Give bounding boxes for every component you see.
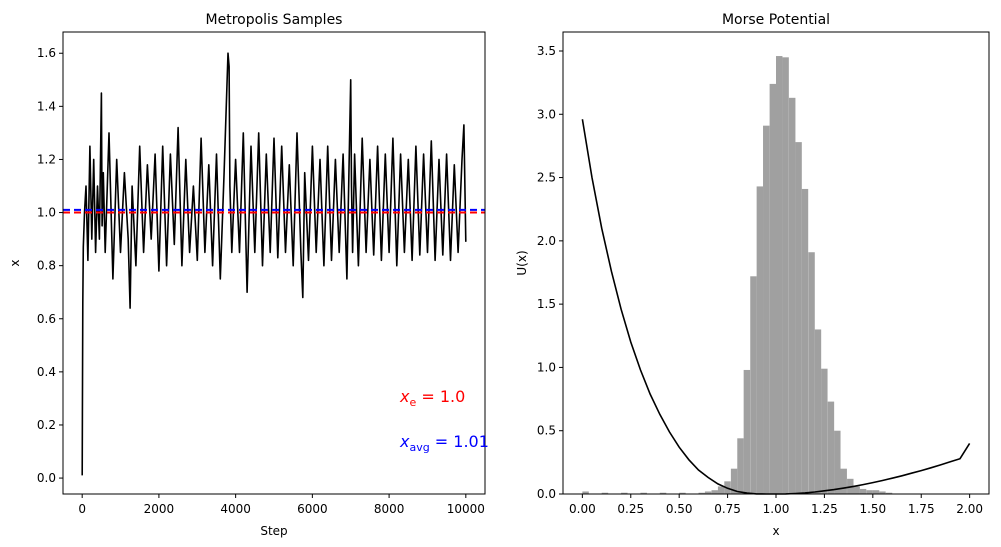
- y-tick-label: 3.0: [537, 107, 556, 121]
- morse-potential-panel: Morse Potential 0.00 0.25 0.50 0.75 1.00 1.25…: [515, 12, 990, 538]
- histogram-bar: [717, 486, 725, 494]
- histogram-bar: [827, 401, 835, 494]
- histogram-bar: [840, 468, 847, 494]
- histogram-bar: [814, 329, 822, 494]
- y-tick-label: 1.0: [37, 206, 56, 220]
- histogram-bar: [872, 490, 880, 494]
- histogram-bar: [711, 490, 718, 494]
- histogram-bar: [795, 142, 802, 494]
- y-tick-label: 0.6: [37, 312, 56, 326]
- plot-area: [581, 56, 971, 495]
- histogram-bar: [776, 56, 783, 494]
- histogram-bar: [679, 492, 686, 494]
- y-tick-label: 2.0: [537, 234, 556, 248]
- y-tick-label: 0.4: [37, 365, 56, 379]
- histogram-bar: [885, 492, 893, 494]
- x-tick-label: 8000: [374, 502, 405, 516]
- axes-frame: [62, 31, 486, 495]
- x-ticks: 0.00 0.25 0.50 0.75 1.00 1.25 1.50 1.75 2.00: [569, 494, 983, 516]
- histogram-bar: [821, 368, 828, 494]
- histogram-bar: [659, 492, 667, 494]
- y-tick-label: 1.4: [37, 99, 56, 113]
- y-tick-label: 1.2: [37, 152, 56, 166]
- x-tick-label: 4000: [220, 502, 251, 516]
- histogram-bar: [879, 491, 886, 494]
- x-tick-label: 0: [78, 502, 86, 516]
- y-ticks: 0.0 0.5 1.0 1.5 2.0 2.5 3.0 3.5: [537, 44, 563, 501]
- x-tick-label: 2.00: [956, 502, 983, 516]
- x-tick-label: 1.75: [908, 502, 935, 516]
- histogram-bar: [737, 438, 744, 494]
- y-ticks: 0.0 0.2 0.4 0.6 0.8 1.0 1.2 1.4 1.6: [37, 46, 63, 485]
- histogram-bar: [601, 492, 609, 494]
- x-axis-label: x: [772, 524, 779, 538]
- metropolis-samples-panel: Metropolis Samples 0 2000 4000 6000 8000 1000…: [8, 12, 489, 538]
- annotations: xe = 1.0 xavg = 1.01: [399, 387, 489, 454]
- y-axis-label: U(x): [515, 250, 529, 275]
- y-tick-label: 1.5: [537, 297, 556, 311]
- x-ticks: 0 2000 4000 6000 8000 10000: [78, 494, 485, 516]
- x-tick-label: 0.50: [666, 502, 693, 516]
- histogram-bar: [750, 276, 757, 494]
- histogram-bar: [834, 430, 841, 494]
- y-tick-label: 2.5: [537, 171, 556, 185]
- histogram-bar: [763, 125, 770, 494]
- histogram-bar: [859, 488, 867, 494]
- y-tick-label: 0.2: [37, 418, 56, 432]
- histogram-bar: [788, 97, 796, 494]
- annotation-label: xavg = 1.01: [399, 432, 489, 454]
- histogram-bar: [743, 369, 751, 494]
- y-tick-label: 0.0: [37, 471, 56, 485]
- x-tick-label: 0.00: [569, 502, 596, 516]
- histogram-bar: [801, 188, 809, 494]
- x-axis-label: Step: [260, 524, 287, 538]
- y-tick-label: 1.6: [37, 46, 56, 60]
- histogram-bar: [853, 486, 860, 494]
- histogram-bar: [769, 83, 777, 495]
- y-tick-label: 0.0: [537, 487, 556, 501]
- y-tick-label: 3.5: [537, 44, 556, 58]
- histogram-bar: [730, 468, 738, 494]
- histogram-bar: [640, 492, 647, 494]
- histogram-bar: [698, 492, 705, 494]
- y-tick-label: 1.0: [537, 360, 556, 374]
- chart-title: Morse Potential: [722, 12, 830, 28]
- x-tick-label: 2000: [144, 502, 175, 516]
- x-tick-label: 1.00: [763, 502, 790, 516]
- histogram-bar: [621, 492, 628, 494]
- axes-frame: [562, 31, 990, 495]
- x-tick-label: 1.50: [859, 502, 886, 516]
- trace-line: [81, 52, 467, 476]
- y-tick-label: 0.5: [537, 424, 556, 438]
- x-tick-label: 0.75: [714, 502, 741, 516]
- histogram-bar: [866, 490, 873, 494]
- histogram-bar: [782, 57, 789, 495]
- chart-title: Metropolis Samples: [206, 12, 343, 28]
- plot-area: [63, 52, 485, 476]
- histogram-bar: [808, 252, 815, 494]
- y-tick-label: 0.8: [37, 259, 56, 273]
- x-tick-label: 10000: [447, 502, 485, 516]
- histogram-bar: [704, 491, 712, 494]
- x-tick-label: 1.25: [811, 502, 838, 516]
- histogram-bar: [756, 186, 764, 494]
- annotation-label: xe = 1.0: [399, 387, 465, 409]
- y-axis-label: x: [8, 259, 22, 266]
- x-tick-label: 6000: [297, 502, 328, 516]
- histogram-bar: [582, 491, 589, 494]
- x-tick-label: 0.25: [617, 502, 644, 516]
